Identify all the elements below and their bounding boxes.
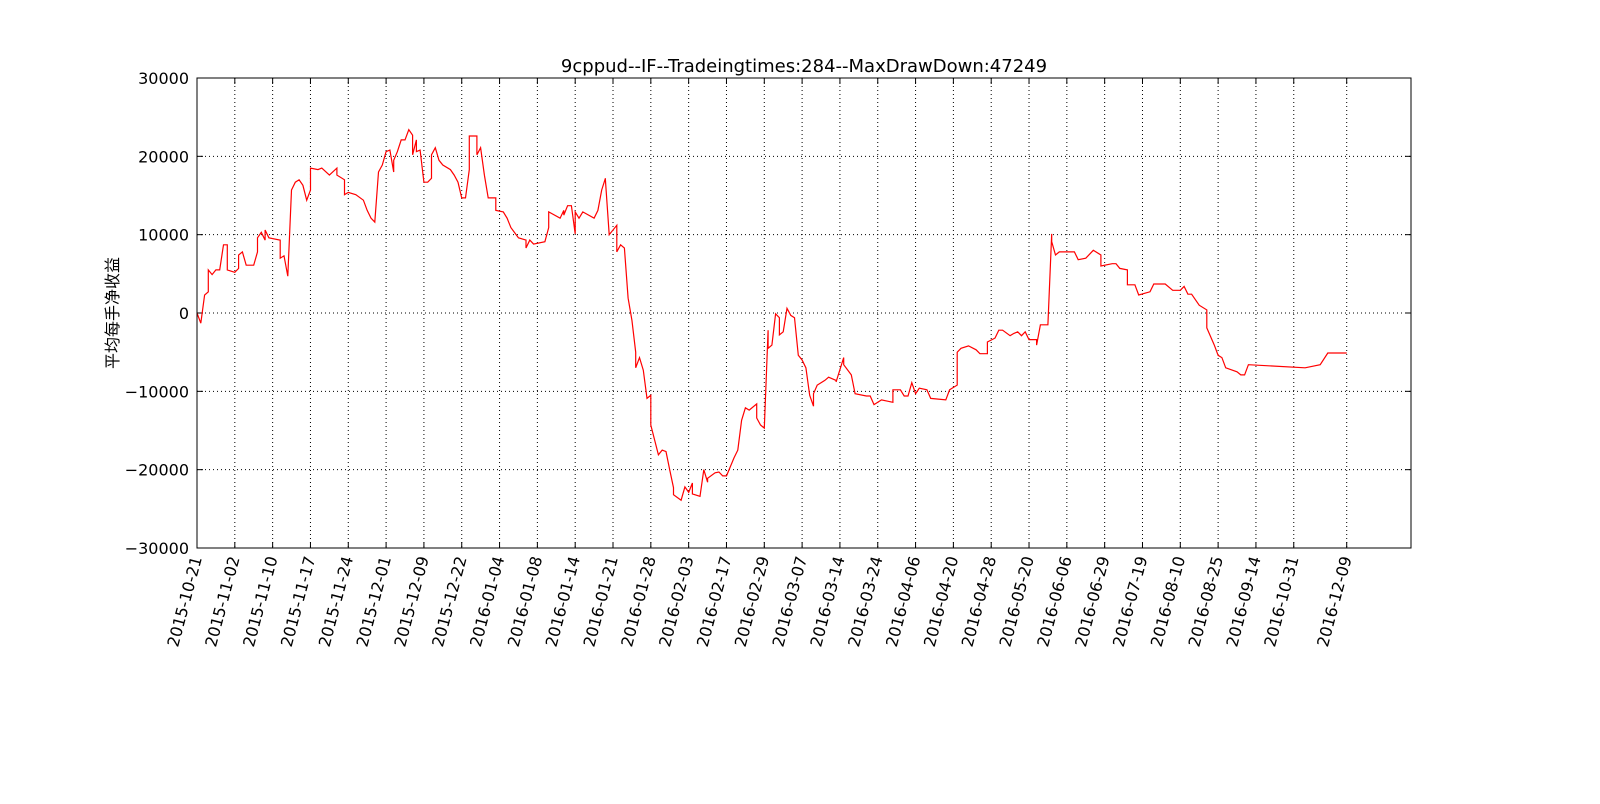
y-tick-label: 30000 [138, 69, 189, 88]
y-tick-label: −20000 [125, 461, 189, 480]
y-axis-label: 平均每手净收益 [103, 257, 122, 369]
chart-title: 9cppud--IF--Tradeingtimes:284--MaxDrawDo… [561, 56, 1047, 77]
y-tick-label: 0 [179, 304, 189, 323]
y-tick-label: −10000 [125, 382, 189, 401]
plot-frame [196, 77, 1412, 549]
data-line [196, 128, 1347, 502]
y-tick-label: 10000 [138, 226, 189, 245]
y-tick-label: 20000 [138, 147, 189, 166]
y-tick-label: −30000 [125, 539, 189, 558]
